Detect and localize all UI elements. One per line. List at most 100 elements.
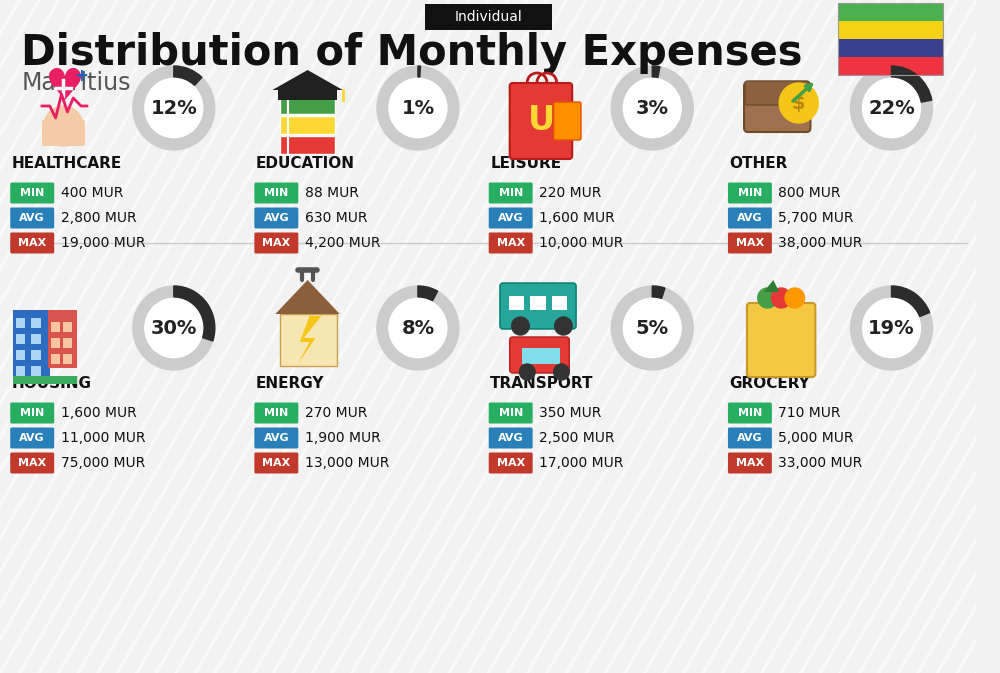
Circle shape — [519, 364, 535, 380]
Circle shape — [555, 317, 572, 335]
FancyBboxPatch shape — [552, 296, 567, 310]
Text: 75,000 MUR: 75,000 MUR — [61, 456, 145, 470]
Wedge shape — [850, 286, 933, 370]
Text: AVG: AVG — [498, 433, 523, 443]
FancyBboxPatch shape — [278, 90, 337, 100]
FancyBboxPatch shape — [838, 3, 943, 21]
Text: GROCERY: GROCERY — [729, 376, 810, 390]
FancyBboxPatch shape — [489, 232, 533, 254]
FancyBboxPatch shape — [747, 303, 815, 377]
FancyBboxPatch shape — [31, 318, 41, 328]
FancyBboxPatch shape — [10, 427, 54, 448]
Text: 1,900 MUR: 1,900 MUR — [305, 431, 380, 445]
FancyBboxPatch shape — [489, 207, 533, 229]
FancyBboxPatch shape — [489, 182, 533, 203]
Text: 5,000 MUR: 5,000 MUR — [778, 431, 854, 445]
Text: U: U — [528, 104, 556, 137]
Text: AVG: AVG — [19, 213, 45, 223]
FancyBboxPatch shape — [16, 334, 25, 344]
FancyBboxPatch shape — [280, 314, 337, 366]
Text: MIN: MIN — [264, 188, 288, 198]
Text: MIN: MIN — [738, 408, 762, 418]
Text: AVG: AVG — [737, 213, 763, 223]
FancyBboxPatch shape — [31, 350, 41, 360]
FancyBboxPatch shape — [254, 207, 298, 229]
FancyBboxPatch shape — [10, 207, 54, 229]
Text: $: $ — [792, 94, 806, 112]
Circle shape — [377, 66, 459, 150]
FancyBboxPatch shape — [254, 427, 298, 448]
Text: LEISURE: LEISURE — [490, 155, 561, 170]
FancyBboxPatch shape — [728, 207, 772, 229]
FancyBboxPatch shape — [509, 296, 524, 310]
Text: 5,700 MUR: 5,700 MUR — [778, 211, 854, 225]
Wedge shape — [611, 66, 693, 150]
FancyBboxPatch shape — [13, 376, 77, 384]
Text: 88 MUR: 88 MUR — [305, 186, 359, 200]
Text: AVG: AVG — [264, 213, 289, 223]
Text: MAX: MAX — [18, 238, 46, 248]
FancyBboxPatch shape — [489, 452, 533, 474]
FancyBboxPatch shape — [254, 452, 298, 474]
FancyBboxPatch shape — [530, 296, 546, 310]
Text: AVG: AVG — [737, 433, 763, 443]
FancyBboxPatch shape — [728, 402, 772, 423]
Wedge shape — [418, 66, 420, 77]
FancyBboxPatch shape — [10, 452, 54, 474]
Text: 17,000 MUR: 17,000 MUR — [539, 456, 623, 470]
Wedge shape — [891, 286, 930, 316]
Text: AVG: AVG — [498, 213, 523, 223]
Text: TRANSPORT: TRANSPORT — [490, 376, 594, 390]
Polygon shape — [764, 280, 779, 292]
Text: MIN: MIN — [499, 188, 523, 198]
Text: 4,200 MUR: 4,200 MUR — [305, 236, 380, 250]
FancyBboxPatch shape — [13, 310, 50, 380]
Text: HOUSING: HOUSING — [12, 376, 92, 390]
FancyBboxPatch shape — [280, 136, 335, 154]
Text: 1%: 1% — [401, 98, 434, 118]
FancyBboxPatch shape — [554, 102, 581, 140]
FancyBboxPatch shape — [522, 348, 560, 364]
FancyBboxPatch shape — [728, 182, 772, 203]
Text: Individual: Individual — [454, 10, 522, 24]
Circle shape — [611, 286, 693, 370]
Text: 1,600 MUR: 1,600 MUR — [539, 211, 615, 225]
Wedge shape — [850, 66, 933, 150]
Text: Mauritius: Mauritius — [21, 71, 131, 95]
Circle shape — [377, 286, 459, 370]
Text: 8%: 8% — [401, 318, 434, 337]
FancyBboxPatch shape — [63, 354, 72, 364]
Text: ♥: ♥ — [44, 67, 83, 110]
Text: 19%: 19% — [868, 318, 915, 337]
FancyBboxPatch shape — [254, 182, 298, 203]
Text: AVG: AVG — [19, 433, 45, 443]
FancyBboxPatch shape — [51, 338, 60, 348]
Circle shape — [850, 66, 933, 150]
Circle shape — [779, 83, 818, 123]
Text: 710 MUR: 710 MUR — [778, 406, 841, 420]
FancyBboxPatch shape — [489, 427, 533, 448]
Text: OTHER: OTHER — [729, 155, 788, 170]
Text: ENERGY: ENERGY — [256, 376, 324, 390]
FancyBboxPatch shape — [280, 116, 335, 134]
Text: 270 MUR: 270 MUR — [305, 406, 367, 420]
Text: MAX: MAX — [497, 458, 525, 468]
Text: 33,000 MUR: 33,000 MUR — [778, 456, 862, 470]
Text: 38,000 MUR: 38,000 MUR — [778, 236, 863, 250]
Text: 350 MUR: 350 MUR — [539, 406, 601, 420]
Circle shape — [785, 288, 805, 308]
FancyBboxPatch shape — [16, 350, 25, 360]
FancyBboxPatch shape — [31, 366, 41, 376]
Wedge shape — [174, 286, 215, 341]
FancyBboxPatch shape — [63, 338, 72, 348]
FancyBboxPatch shape — [728, 452, 772, 474]
Circle shape — [133, 286, 215, 370]
Text: MIN: MIN — [738, 188, 762, 198]
FancyBboxPatch shape — [838, 57, 943, 75]
FancyBboxPatch shape — [744, 82, 810, 132]
FancyBboxPatch shape — [10, 232, 54, 254]
Circle shape — [611, 66, 693, 150]
FancyBboxPatch shape — [425, 4, 552, 30]
Wedge shape — [652, 286, 665, 298]
Text: 11,000 MUR: 11,000 MUR — [61, 431, 145, 445]
